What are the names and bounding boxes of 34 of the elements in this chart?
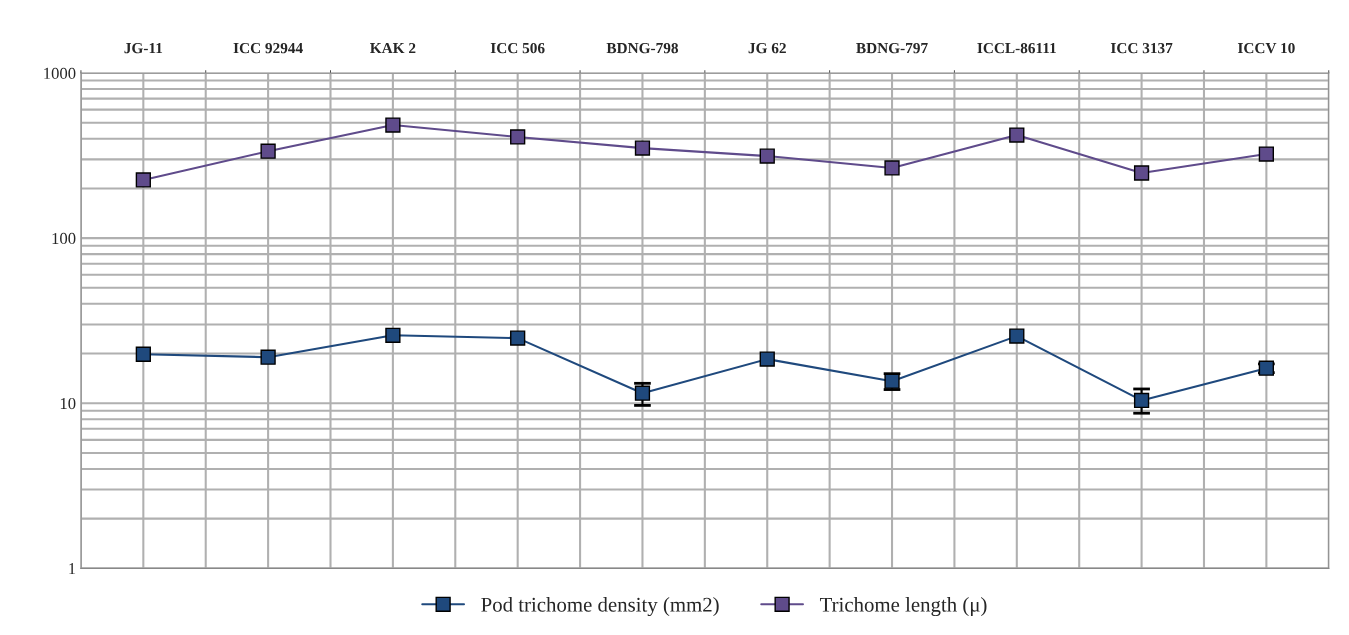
point [135,172,151,188]
x-tick-label: KAK 2 [370,42,416,54]
x-tick-label: ICCV 10 [1237,42,1295,54]
point [759,148,775,164]
x-tick-label: ICCL-86111 [977,42,1056,54]
point [1258,146,1275,162]
point [260,143,276,159]
point [884,160,900,176]
legend-label: Pod trichome density (mm2) [481,597,719,617]
point [385,117,401,133]
point [1009,328,1025,344]
point [634,385,651,401]
point [260,349,276,365]
x-tick-label: ICC 92944 [233,42,303,54]
point [385,327,401,343]
legend-label: Trichome length (μ) [819,597,987,617]
point [1009,127,1025,143]
point [1133,165,1150,181]
x-tick-label: JG-11 [124,42,163,54]
point [510,129,526,145]
y-tick-label: 10 [60,397,76,410]
x-tick-label: BDNG-798 [606,42,679,54]
x-tick-label: ICC 506 [490,42,545,54]
point [759,351,775,367]
x-tick-label: BDNG-797 [856,42,928,54]
y-tick-label: 1 [69,563,76,575]
point [1133,392,1150,409]
x-tick-label: ICC 3137 [1110,42,1173,54]
point [634,140,651,156]
y-tick-label: 100 [52,232,76,245]
x-tick-label: JG 62 [748,42,786,54]
y-tick-label: 1000 [44,67,76,79]
point [510,330,526,346]
point [135,346,151,362]
